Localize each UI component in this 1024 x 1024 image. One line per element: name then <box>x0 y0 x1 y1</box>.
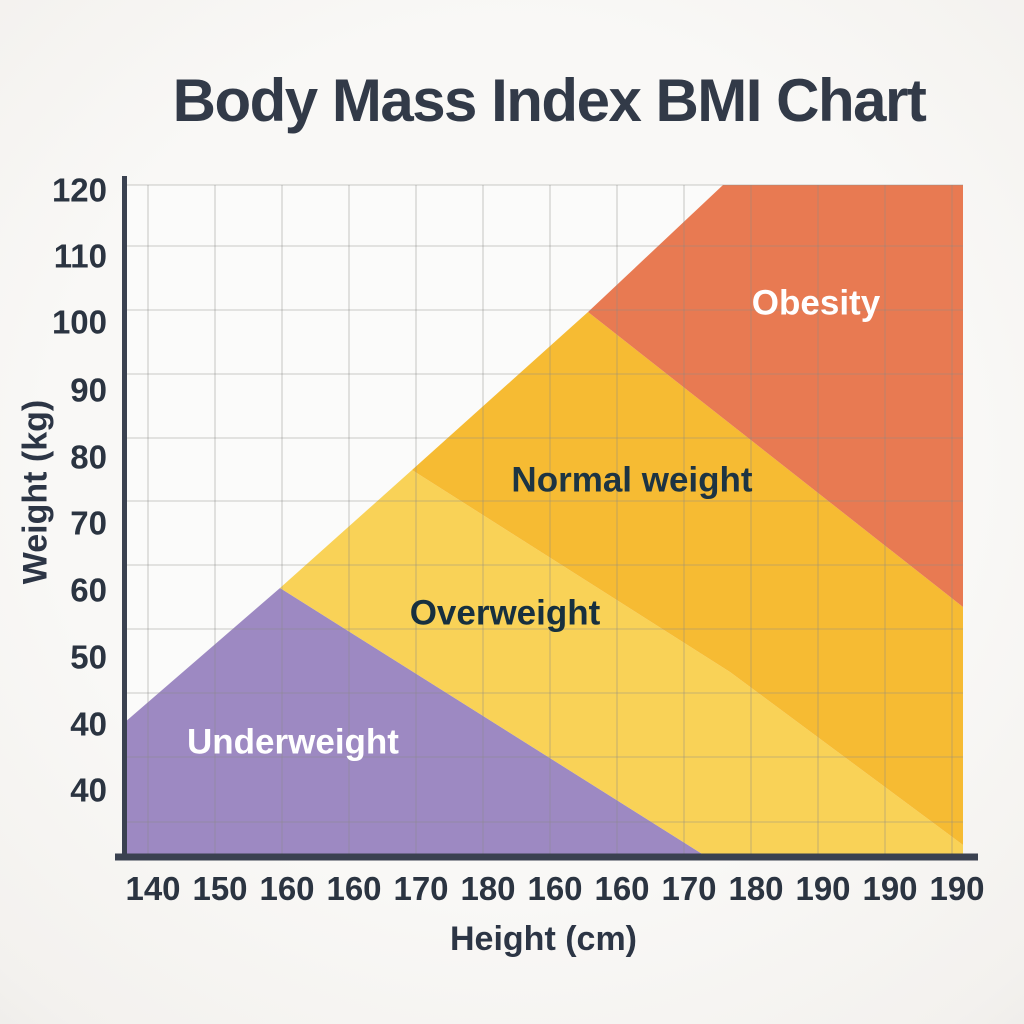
region-underweight <box>124 588 707 857</box>
region-label-obesity: Obesity <box>752 284 881 323</box>
x-tick-label: 190 <box>795 870 850 907</box>
chart-title: Body Mass Index BMI Chart <box>172 67 927 134</box>
x-tick-label: 150 <box>192 870 247 907</box>
x-tick-label: 160 <box>527 870 582 907</box>
x-axis-title: Height (cm) <box>450 920 637 958</box>
y-tick-label: 40 <box>70 772 107 809</box>
region-normal-weight <box>412 312 963 845</box>
y-tick-label: 50 <box>70 639 107 676</box>
y-tick-label: 80 <box>70 439 107 476</box>
y-tick-label: 40 <box>70 706 107 743</box>
x-tick-label: 180 <box>460 870 515 907</box>
y-tick-label: 70 <box>70 505 107 542</box>
y-tick-label: 120 <box>52 172 107 209</box>
x-tick-label: 160 <box>594 870 649 907</box>
x-tick-label: 170 <box>393 870 448 907</box>
x-tick-label: 190 <box>862 870 917 907</box>
x-tick-label: 190 <box>929 870 984 907</box>
y-tick-label: 100 <box>52 304 107 341</box>
x-tick-label: 170 <box>661 870 716 907</box>
x-tick-label: 160 <box>326 870 381 907</box>
y-tick-label: 110 <box>54 238 107 275</box>
x-tick-label: 160 <box>259 870 314 907</box>
region-overweight <box>280 470 963 857</box>
region-label-underweight: Underweight <box>187 723 399 762</box>
y-tick-label: 90 <box>70 372 107 409</box>
x-tick-label: 140 <box>125 870 180 907</box>
region-label-overweight: Overweight <box>410 594 601 633</box>
region-label-normal-weight: Normal weight <box>511 461 752 500</box>
y-tick-label: 60 <box>70 572 107 609</box>
x-tick-label: 180 <box>728 870 783 907</box>
region-obesity <box>588 185 963 607</box>
